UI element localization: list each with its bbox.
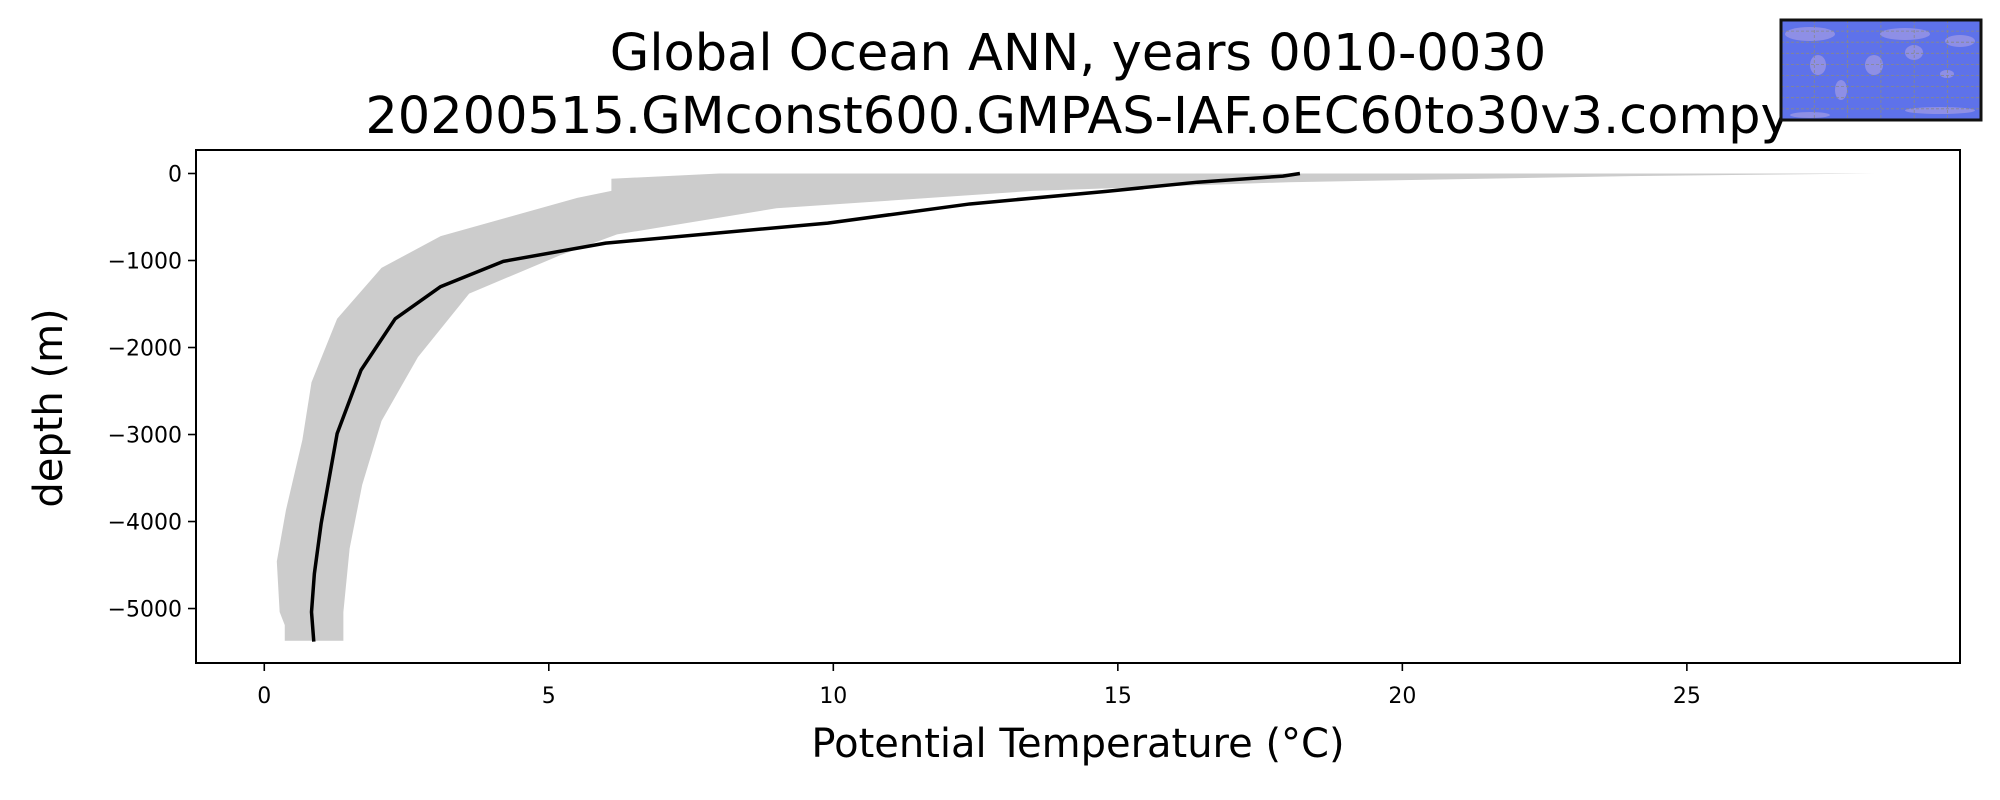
plot-area: [276, 171, 1875, 642]
map-land: [1945, 35, 1975, 47]
map-frame: [1779, 18, 1983, 122]
x-tick-label: 0: [257, 684, 271, 709]
series-line-mean: [309, 171, 1301, 642]
x-tick-label: 5: [542, 684, 556, 709]
map-land: [1785, 27, 1835, 41]
spread-band: [276, 173, 1875, 641]
chart-title: Global Ocean ANN, years 0010-0030: [610, 24, 1546, 83]
y-axis: 0 −1000 −2000 −3000 −4000 −5000: [108, 162, 196, 623]
map-land: [1790, 112, 1830, 118]
x-tick-label: 25: [1673, 684, 1701, 709]
x-tick-label: 15: [1104, 684, 1132, 709]
y-tick-label: −4000: [108, 511, 182, 536]
y-tick-label: −1000: [108, 250, 182, 275]
map-land: [1940, 70, 1954, 78]
y-tick-label: −5000: [108, 598, 182, 623]
map-land: [1810, 55, 1826, 75]
map-land: [1905, 107, 1975, 114]
map-land: [1865, 55, 1883, 75]
y-axis-label: depth (m): [26, 308, 72, 507]
chart-subtitle: 20200515.GMconst600.GMPAS-IAF.oEC60to30v…: [365, 87, 1790, 146]
region-map-inset: [1779, 18, 1983, 122]
x-axis-label: Potential Temperature (°C): [811, 721, 1344, 767]
y-tick-label: 0: [168, 162, 182, 187]
y-tick-label: −3000: [108, 424, 182, 449]
x-tick-label: 20: [1388, 684, 1416, 709]
y-tick-label: −2000: [108, 337, 182, 362]
map-land: [1880, 28, 1930, 40]
x-tick-label: 10: [819, 684, 847, 709]
x-axis: 0 5 10 15 20 25: [257, 663, 1701, 709]
axes-frame: [195, 149, 1961, 664]
map-land: [1835, 80, 1847, 100]
